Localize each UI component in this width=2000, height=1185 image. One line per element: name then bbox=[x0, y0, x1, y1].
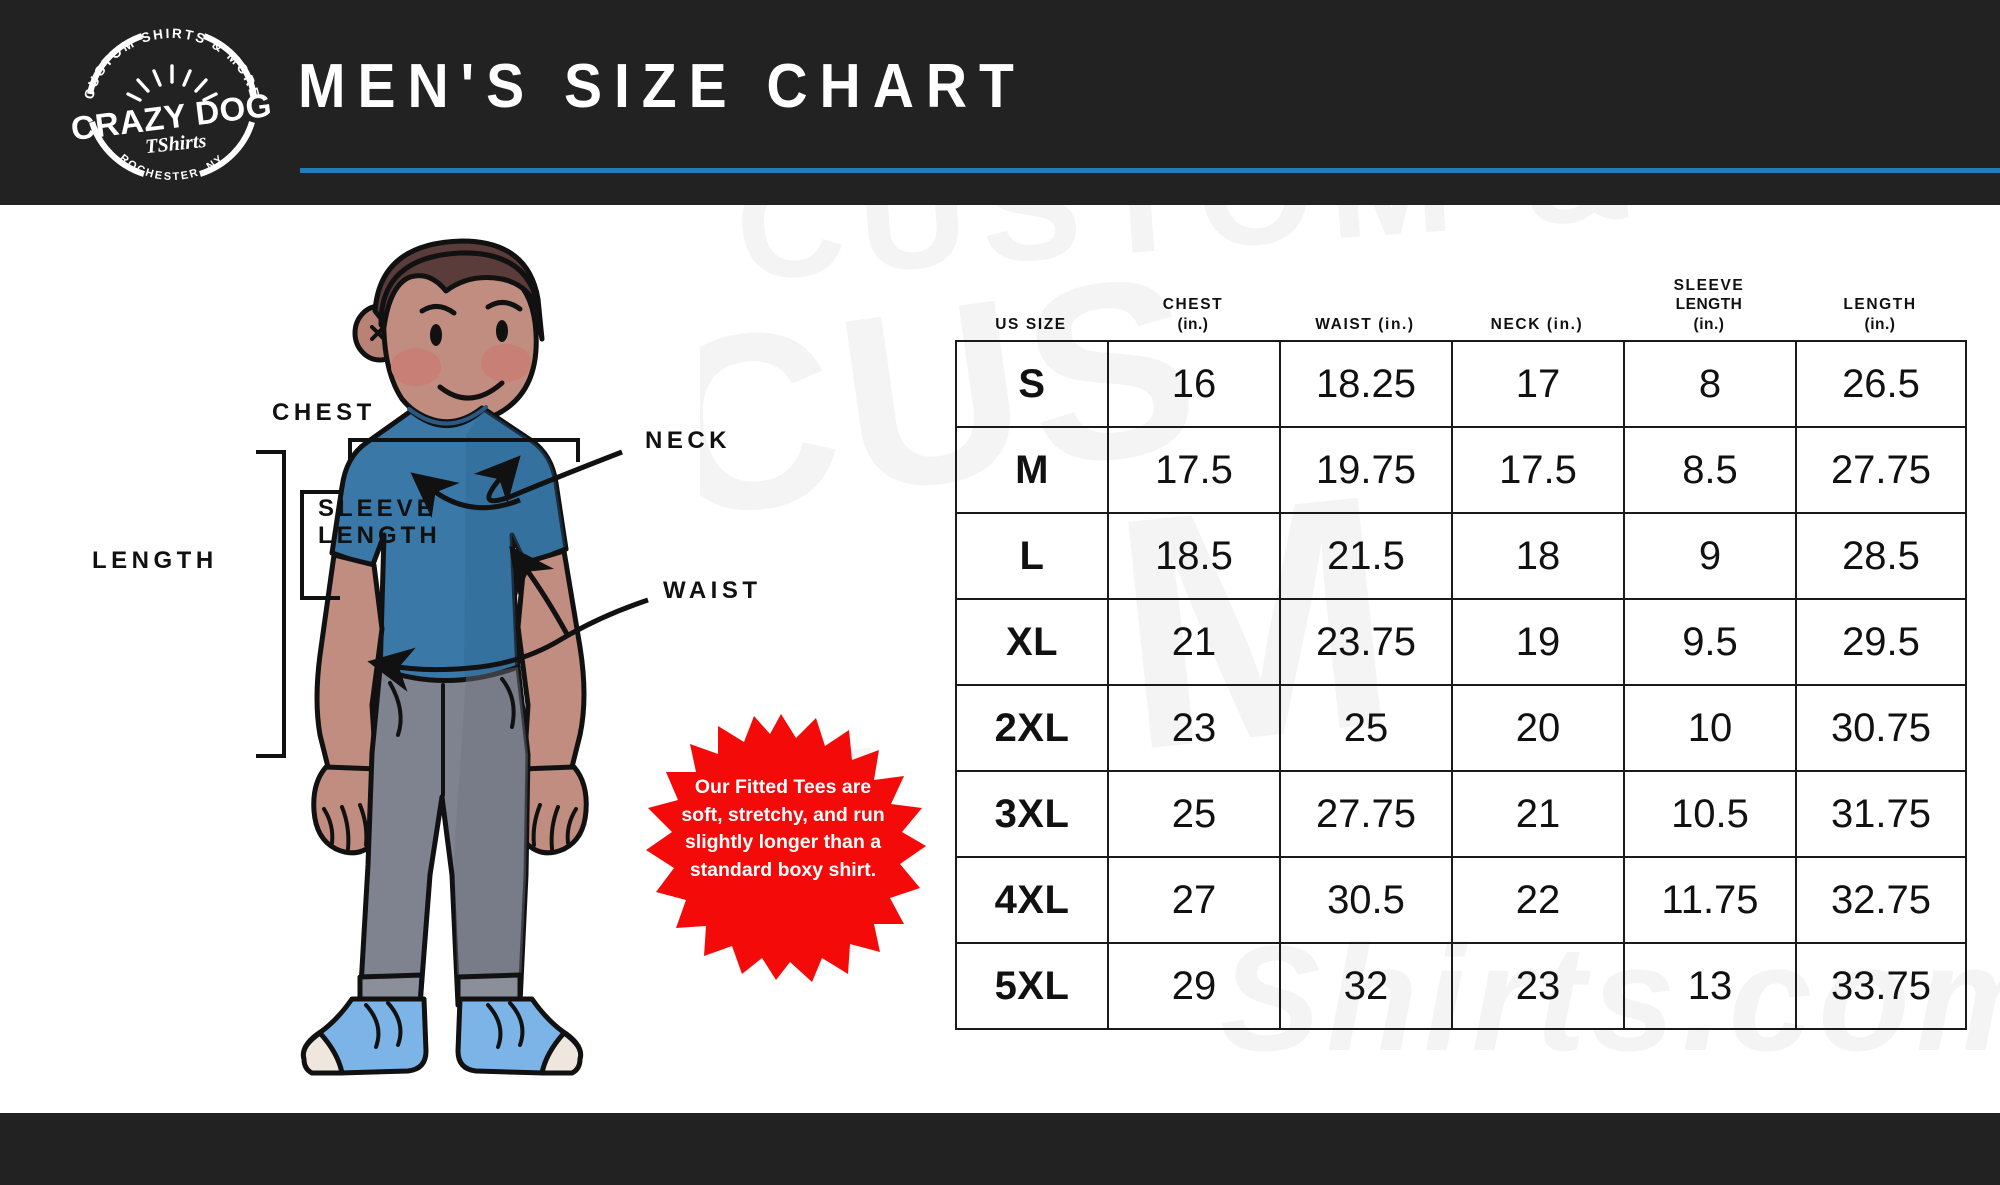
page-header: CUSTOM SHIRTS & MORE CRAZY DOG TShirts bbox=[0, 0, 2000, 205]
label-neck: NECK bbox=[645, 427, 732, 454]
column-header-length: LENGTH (in.) bbox=[1795, 295, 1965, 340]
table-row: M 17.5 19.75 17.5 8.5 27.75 bbox=[955, 426, 1967, 514]
cell-waist: 18.25 bbox=[1279, 340, 1453, 428]
cell-neck: 17 bbox=[1451, 340, 1625, 428]
column-header-chest-label: CHEST bbox=[1162, 296, 1224, 314]
cell-us-size: XL bbox=[955, 598, 1109, 686]
cell-waist: 30.5 bbox=[1279, 856, 1453, 944]
cell-us-size: S bbox=[955, 340, 1109, 428]
label-length: LENGTH bbox=[92, 547, 218, 574]
column-header-sleeve-length-unit: (in.) bbox=[1693, 315, 1725, 333]
column-header-waist-label: WAIST (in.) bbox=[1315, 315, 1415, 333]
cell-chest: 21 bbox=[1107, 598, 1281, 686]
title-accent-rule bbox=[300, 168, 2000, 173]
cell-us-size: 5XL bbox=[955, 942, 1109, 1030]
column-header-sleeve-length-line1: SLEEVE bbox=[1673, 276, 1745, 294]
column-header-us-size-label: US SIZE bbox=[995, 315, 1067, 333]
cell-us-size: L bbox=[955, 512, 1109, 600]
cell-length: 28.5 bbox=[1795, 512, 1967, 600]
cell-length: 30.75 bbox=[1795, 684, 1967, 772]
page-footer bbox=[0, 1113, 2000, 1185]
cell-neck: 23 bbox=[1451, 942, 1625, 1030]
cell-length: 26.5 bbox=[1795, 340, 1967, 428]
cell-sleeve_length: 9.5 bbox=[1623, 598, 1797, 686]
cell-neck: 22 bbox=[1451, 856, 1625, 944]
cell-sleeve_length: 13 bbox=[1623, 942, 1797, 1030]
chest-bracket bbox=[348, 438, 580, 462]
cell-waist: 21.5 bbox=[1279, 512, 1453, 600]
cell-us-size: 3XL bbox=[955, 770, 1109, 858]
cell-us-size: 4XL bbox=[955, 856, 1109, 944]
cell-chest: 29 bbox=[1107, 942, 1281, 1030]
cell-sleeve_length: 8.5 bbox=[1623, 426, 1797, 514]
column-header-waist: WAIST (in.) bbox=[1279, 315, 1451, 340]
table-row: L 18.5 21.5 18 9 28.5 bbox=[955, 512, 1967, 600]
size-table-body: S 16 18.25 17 8 26.5 M 17.5 19.75 17.5 8.5 27.75 L 18… bbox=[955, 340, 1967, 1030]
cell-chest: 23 bbox=[1107, 684, 1281, 772]
cell-chest: 27 bbox=[1107, 856, 1281, 944]
cell-length: 29.5 bbox=[1795, 598, 1967, 686]
cell-neck: 17.5 bbox=[1451, 426, 1625, 514]
page-title: MEN'S SIZE CHART bbox=[298, 52, 1026, 121]
table-row: 5XL 29 32 23 13 33.75 bbox=[955, 942, 1967, 1030]
svg-text:ROCHESTER, NY: ROCHESTER, NY bbox=[117, 152, 227, 183]
table-column-headers: US SIZE CHEST (in.) WAIST (in.) NECK (in… bbox=[955, 245, 1965, 340]
cell-us-size: 2XL bbox=[955, 684, 1109, 772]
cell-sleeve_length: 10.5 bbox=[1623, 770, 1797, 858]
cell-chest: 25 bbox=[1107, 770, 1281, 858]
cell-sleeve_length: 9 bbox=[1623, 512, 1797, 600]
cell-sleeve_length: 10 bbox=[1623, 684, 1797, 772]
size-table: S 16 18.25 17 8 26.5 M 17.5 19.75 17.5 8.5 27.75 L 18… bbox=[955, 340, 1967, 1030]
table-row: 2XL 23 25 20 10 30.75 bbox=[955, 684, 1967, 772]
cell-waist: 19.75 bbox=[1279, 426, 1453, 514]
label-waist: WAIST bbox=[663, 577, 762, 604]
cell-us-size: M bbox=[955, 426, 1109, 514]
cell-waist: 27.75 bbox=[1279, 770, 1453, 858]
cell-length: 32.75 bbox=[1795, 856, 1967, 944]
cell-length: 27.75 bbox=[1795, 426, 1967, 514]
cell-waist: 32 bbox=[1279, 942, 1453, 1030]
column-header-chest-unit: (in.) bbox=[1177, 315, 1209, 333]
burst-shape bbox=[646, 714, 926, 982]
length-bracket bbox=[256, 450, 286, 758]
label-chest: CHEST bbox=[272, 399, 376, 426]
fitted-tees-badge: Our Fitted Tees are soft, stretchy, and … bbox=[636, 712, 926, 982]
table-row: 3XL 25 27.75 21 10.5 31.75 bbox=[955, 770, 1967, 858]
table-row: S 16 18.25 17 8 26.5 bbox=[955, 340, 1967, 428]
badge-text: Our Fitted Tees are soft, stretchy, and … bbox=[681, 776, 885, 882]
cell-chest: 18.5 bbox=[1107, 512, 1281, 600]
cell-waist: 25 bbox=[1279, 684, 1453, 772]
label-sleeve-length: SLEEVE LENGTH bbox=[318, 495, 441, 550]
column-header-neck: NECK (in.) bbox=[1451, 315, 1623, 340]
male-figure-illustration bbox=[280, 235, 630, 1085]
cell-neck: 18 bbox=[1451, 512, 1625, 600]
label-sleeve-length-line2: LENGTH bbox=[318, 521, 441, 549]
column-header-length-unit: (in.) bbox=[1864, 315, 1896, 333]
cell-sleeve_length: 8 bbox=[1623, 340, 1797, 428]
label-sleeve-length-line1: SLEEVE bbox=[318, 495, 437, 522]
cell-sleeve_length: 11.75 bbox=[1623, 856, 1797, 944]
column-header-length-label: LENGTH bbox=[1843, 296, 1917, 314]
cell-neck: 19 bbox=[1451, 598, 1625, 686]
cell-neck: 21 bbox=[1451, 770, 1625, 858]
title-block: MEN'S SIZE CHART bbox=[298, 56, 1958, 118]
cell-length: 31.75 bbox=[1795, 770, 1967, 858]
cell-neck: 20 bbox=[1451, 684, 1625, 772]
sleeve-length-bracket bbox=[300, 490, 340, 600]
brand-logo: CUSTOM SHIRTS & MORE CRAZY DOG TShirts bbox=[72, 22, 282, 183]
size-table-region: US SIZE CHEST (in.) WAIST (in.) NECK (in… bbox=[955, 245, 1967, 1030]
column-header-us-size: US SIZE bbox=[955, 315, 1107, 340]
column-header-neck-label: NECK (in.) bbox=[1490, 315, 1584, 333]
column-header-sleeve-length-line2: LENGTH bbox=[1675, 296, 1743, 314]
table-row: 4XL 27 30.5 22 11.75 32.75 bbox=[955, 856, 1967, 944]
column-header-chest: CHEST (in.) bbox=[1107, 295, 1279, 340]
cell-chest: 16 bbox=[1107, 340, 1281, 428]
cell-chest: 17.5 bbox=[1107, 426, 1281, 514]
column-header-sleeve-length: SLEEVE LENGTH (in.) bbox=[1623, 276, 1795, 340]
table-row: XL 21 23.75 19 9.5 29.5 bbox=[955, 598, 1967, 686]
cell-waist: 23.75 bbox=[1279, 598, 1453, 686]
cell-length: 33.75 bbox=[1795, 942, 1967, 1030]
